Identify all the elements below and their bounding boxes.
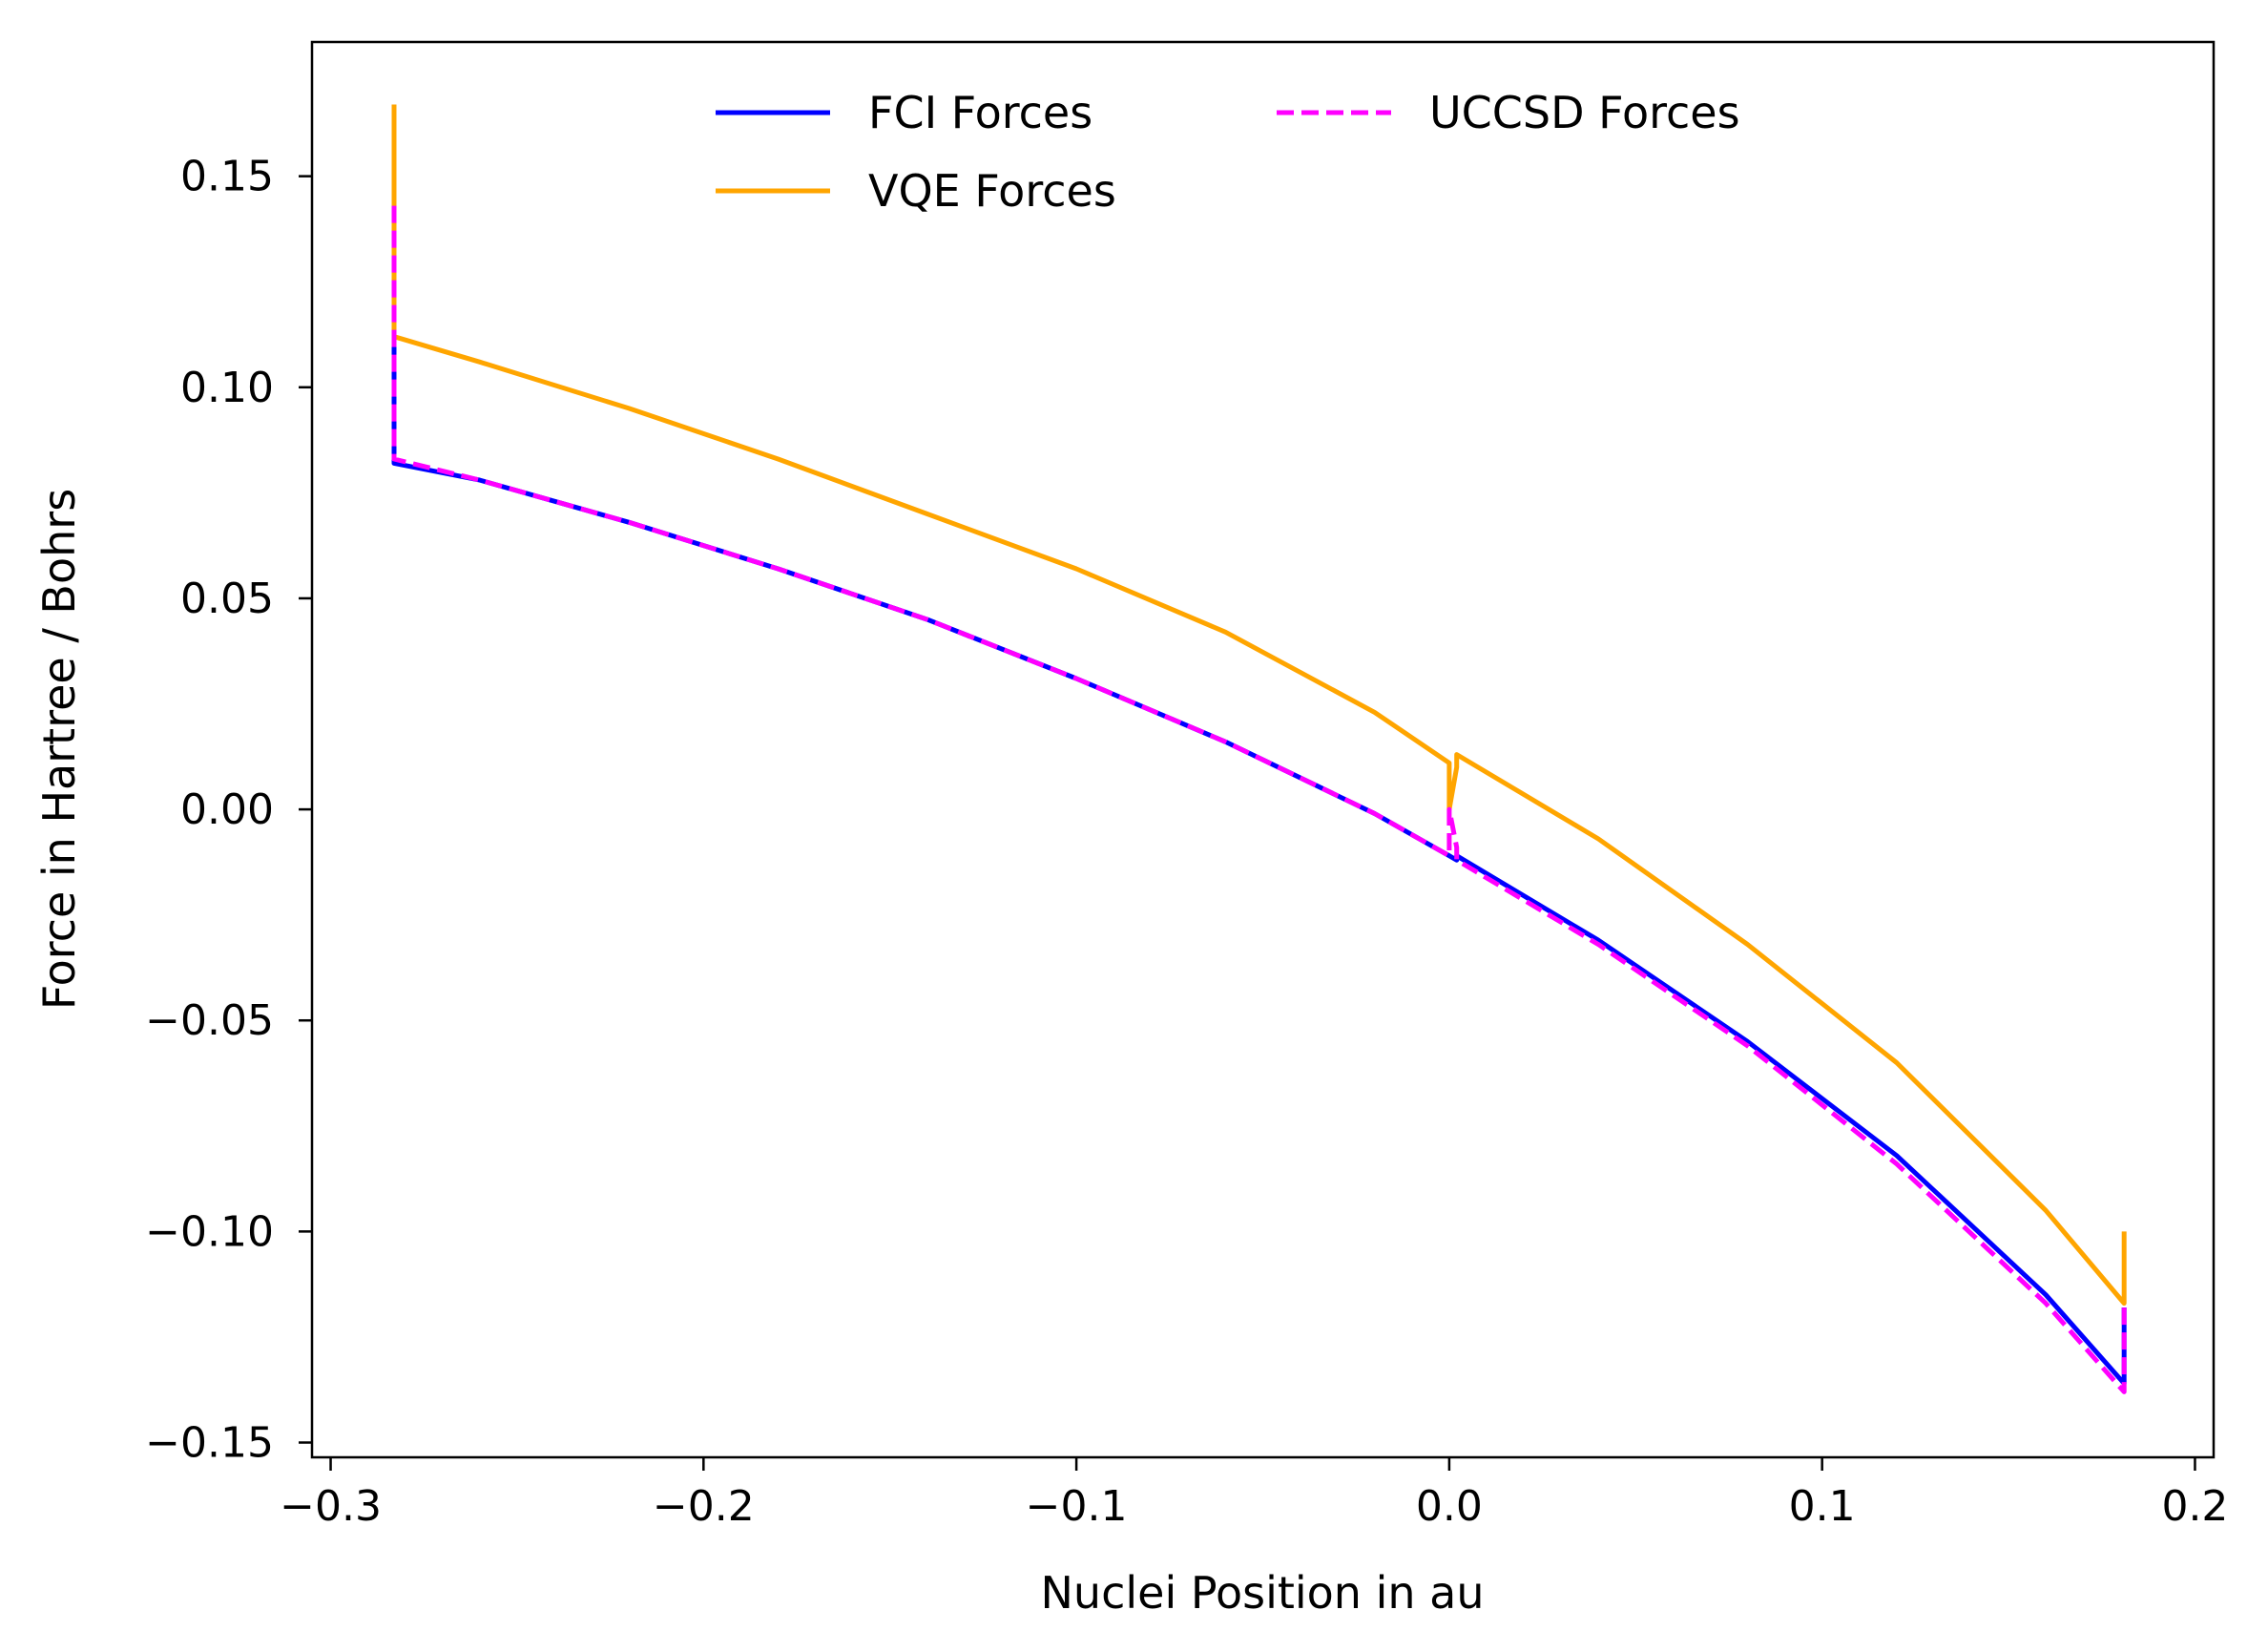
series-line-uccsd-forces (391, 205, 2127, 1394)
y-tick-label: −0.10 (145, 1207, 274, 1256)
legend-label-fci-forces: FCI Forces (868, 87, 1092, 138)
x-tick-label: 0.2 (2161, 1482, 2228, 1531)
legend-label-vqe-forces: VQE Forces (868, 165, 1116, 217)
y-axis-ticks: 0.15 0.10 0.05 0.00 −0.05 −0.10 −0.15 (145, 153, 312, 1468)
x-tick-label: −0.2 (653, 1482, 755, 1531)
y-axis-label: Force in Hartree / Bohrs (33, 489, 85, 1010)
x-tick-label: −0.3 (280, 1482, 382, 1531)
legend-label-uccsd-forces: UCCSD Forces (1429, 87, 1740, 138)
plot-area (312, 42, 2214, 1457)
y-tick-label: −0.05 (145, 996, 274, 1045)
x-tick-label: 0.1 (1789, 1482, 1856, 1531)
x-axis-ticks: −0.3 −0.2 −0.1 0.0 0.1 0.2 (280, 1457, 2228, 1531)
y-tick-label: 0.15 (180, 153, 274, 201)
x-tick-label: 0.0 (1416, 1482, 1483, 1531)
y-tick-label: 0.00 (180, 785, 274, 834)
y-tick-label: 0.10 (180, 364, 274, 412)
plot-frame (310, 40, 2216, 1459)
y-tick-label: −0.15 (145, 1419, 274, 1468)
x-axis-label: Nuclei Position in au (1041, 1567, 1485, 1619)
legend: FCI Forces VQE Forces UCCSD Forces (716, 87, 1740, 217)
series-line-vqe-forces (391, 104, 2127, 1307)
y-tick-label: 0.05 (180, 575, 274, 623)
x-tick-label: −0.1 (1026, 1482, 1128, 1531)
series-layer (391, 104, 2127, 1394)
